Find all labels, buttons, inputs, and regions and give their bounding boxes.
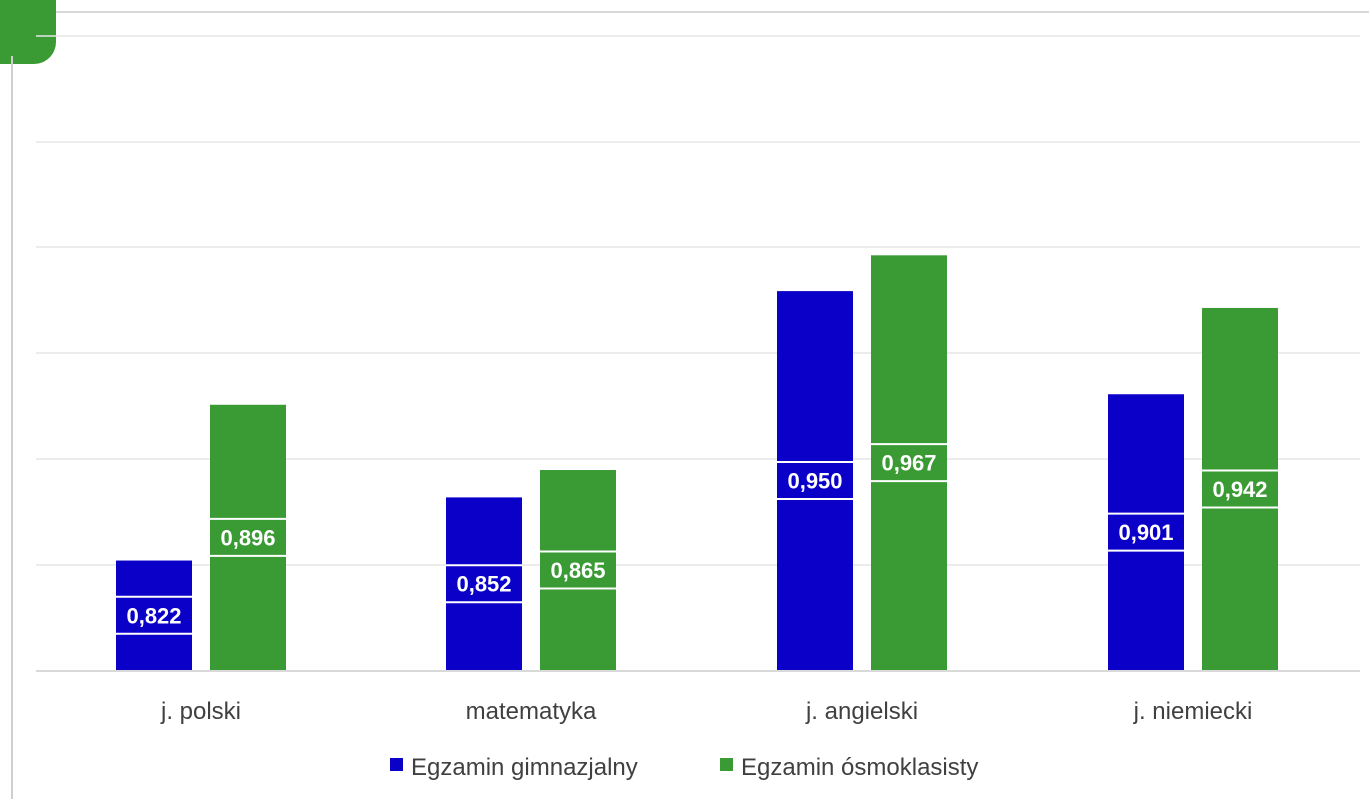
legend-item: Egzamin ósmoklasisty — [720, 754, 978, 781]
data-label-text: 0,865 — [550, 558, 605, 583]
data-label-text: 0,950 — [787, 469, 842, 494]
bar-gimnazjalny-2 — [446, 497, 522, 670]
data-label-text: 0,901 — [1118, 520, 1173, 545]
bar-osmoklasisty-2 — [540, 470, 616, 670]
category-label: j. angielski — [805, 698, 918, 725]
data-label: 0,950 — [777, 461, 853, 501]
category-label: j. polski — [160, 698, 241, 725]
data-label-text: 0,896 — [220, 525, 275, 550]
data-label-text: 0,852 — [456, 572, 511, 597]
legend-swatch — [720, 758, 733, 771]
bar-osmoklasisty-4 — [1202, 307, 1278, 670]
data-labels: 0,822 0,852 0,950 0,901 0,896 0,865 0,967 0,942 — [116, 443, 1278, 635]
data-label: 0,822 — [116, 595, 192, 635]
bar-osmoklasisty-1 — [210, 404, 286, 670]
corner-accent-tab — [0, 0, 56, 64]
chart-frame-left-border — [11, 56, 13, 799]
data-label: 0,896 — [210, 517, 286, 557]
legend-item: Egzamin gimnazjalny — [390, 754, 638, 781]
category-label: j. niemiecki — [1133, 698, 1253, 725]
bar-osmoklasisty-3 — [871, 255, 947, 670]
data-label: 0,852 — [446, 564, 522, 604]
data-label: 0,865 — [540, 550, 616, 590]
legend: Egzamin gimnazjalny Egzamin ósmoklasisty — [390, 754, 978, 781]
data-label-text: 0,942 — [1212, 477, 1267, 502]
data-label: 0,942 — [1202, 469, 1278, 509]
bars — [116, 255, 1278, 670]
category-label: matematyka — [466, 698, 597, 725]
legend-label: Egzamin gimnazjalny — [411, 754, 638, 781]
data-label-text: 0,967 — [881, 451, 936, 476]
chart-frame-top-border — [56, 11, 1369, 13]
legend-swatch — [390, 758, 403, 771]
data-label: 0,901 — [1108, 512, 1184, 552]
category-axis-labels: j. polski matematyka j. angielski j. niemie… — [160, 698, 1252, 725]
bar-gimnazjalny-3 — [777, 291, 853, 670]
legend-label: Egzamin ósmoklasisty — [741, 754, 978, 781]
bar-gimnazjalny-1 — [116, 560, 192, 670]
bar-gimnazjalny-4 — [1108, 394, 1184, 670]
data-label: 0,967 — [871, 443, 947, 483]
data-label-text: 0,822 — [126, 603, 181, 628]
